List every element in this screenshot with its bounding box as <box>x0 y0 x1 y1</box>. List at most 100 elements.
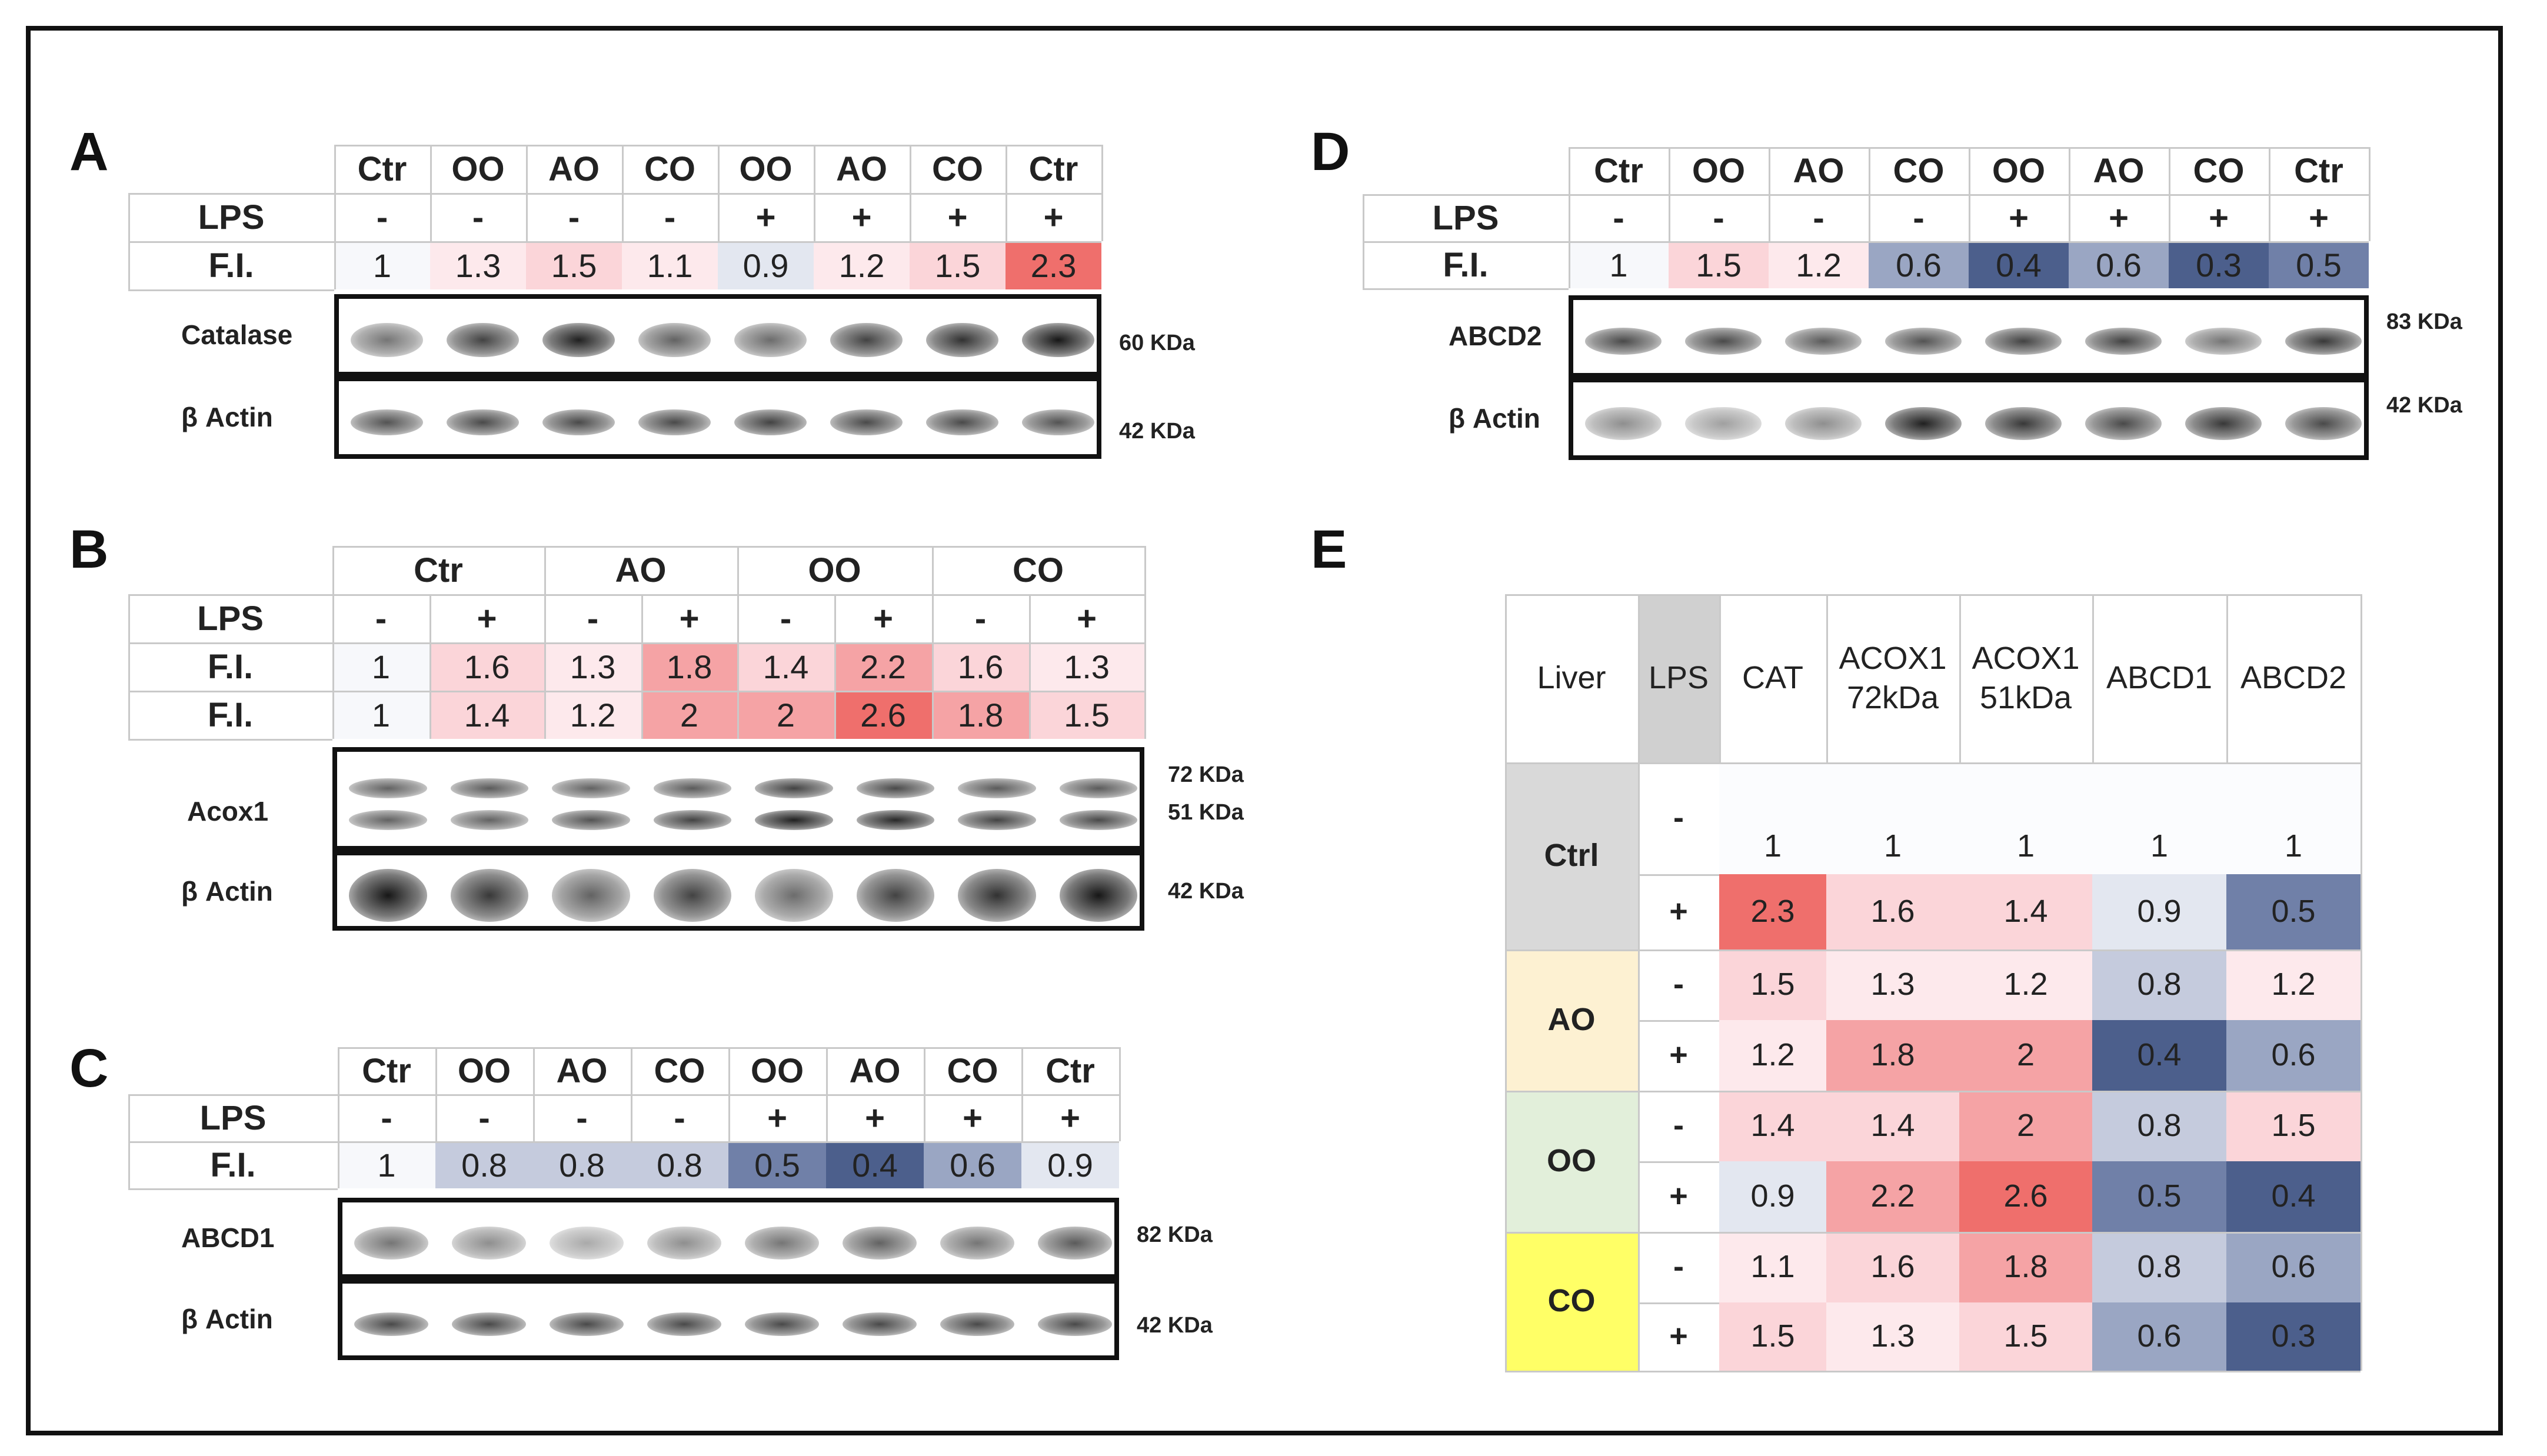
heatmap-cell: 2 <box>1959 1091 2092 1161</box>
molecular-weight-label: 82 KDa <box>1137 1222 1213 1247</box>
fi-value: 1.4 <box>737 642 834 691</box>
lps-row-label: LPS <box>198 198 265 236</box>
grid-line <box>128 289 334 291</box>
blot-band <box>552 810 630 830</box>
group-header: AO <box>615 551 667 589</box>
fi-value: 0.9 <box>1021 1141 1119 1188</box>
blot-band <box>1985 407 2062 440</box>
blot-band <box>2085 407 2162 440</box>
heatmap-cell: 0.6 <box>2226 1232 2360 1302</box>
blot-image <box>332 747 1144 851</box>
grid-line <box>1363 241 2369 243</box>
grid-line <box>1638 1020 1719 1022</box>
blot-band <box>550 1312 624 1336</box>
lps-sign: - <box>1673 800 1684 836</box>
group-header: CO <box>1013 551 1064 589</box>
lane-group-label: OO <box>451 149 505 188</box>
blot-band <box>653 778 731 798</box>
fi-value: 0.3 <box>2169 241 2269 288</box>
fi-value: 0.8 <box>631 1141 728 1188</box>
blot-band <box>958 810 1036 830</box>
lps-sign: - <box>780 599 792 638</box>
heatmap-cell: 1 <box>1719 762 1826 874</box>
heatmap-cell: 1.3 <box>1826 949 1959 1020</box>
blot-band <box>926 323 998 357</box>
heatmap-cell: 0.6 <box>2226 1020 2360 1091</box>
blot-band <box>653 810 731 830</box>
fi-value: 1.1 <box>622 241 718 289</box>
heatmap-cell: 1 <box>2226 762 2360 874</box>
lps-sign: - <box>1813 198 1824 237</box>
grid-line <box>1505 1091 2360 1092</box>
fi-value: 1.2 <box>814 241 910 289</box>
grid-line <box>910 145 911 241</box>
figure-border <box>26 26 2503 1435</box>
blot-row-label: Catalase <box>181 319 293 350</box>
grid-line <box>1021 1047 1023 1141</box>
grid-line <box>1101 145 1103 241</box>
heatmap-cell: 1.5 <box>1719 1302 1826 1371</box>
blot-image <box>334 294 1101 377</box>
lps-row-label: LPS <box>197 599 264 638</box>
blot-row-label: β Actin <box>181 402 273 432</box>
lps-sign: - <box>674 1098 685 1137</box>
fi-value: 1.3 <box>1029 642 1144 691</box>
heatmap-cell: 1.5 <box>1719 949 1826 1020</box>
grid-line <box>737 594 739 739</box>
lane-group-label: Ctr <box>1028 149 1078 188</box>
blot-band <box>1059 869 1137 922</box>
blot-band <box>552 778 630 798</box>
grid-line <box>1029 594 1031 739</box>
blot-band <box>354 1227 428 1260</box>
grid-line <box>924 1047 925 1141</box>
grid-line <box>826 1047 828 1141</box>
blot-band <box>1885 407 1962 440</box>
lps-row-label: LPS <box>199 1098 267 1137</box>
heatmap-cell: 0.9 <box>1719 1161 1826 1232</box>
panel-label-c: C <box>69 1038 109 1098</box>
fi-value: 0.9 <box>718 241 814 289</box>
fi-value: 2.3 <box>1006 241 1101 289</box>
heatmap-cell: 0.8 <box>2092 949 2226 1020</box>
heatmap-cell: 1 <box>1959 762 2092 874</box>
grid-line <box>533 1047 535 1141</box>
lps-sign: + <box>2209 198 2229 237</box>
molecular-weight-label: 51 KDa <box>1168 800 1244 825</box>
lane-group-label: CO <box>947 1051 998 1090</box>
fi-value: 1.8 <box>932 691 1029 739</box>
lps-sign: - <box>664 198 676 236</box>
lps-sign: - <box>1673 1108 1684 1144</box>
fi-value: 1.4 <box>430 691 544 739</box>
panel-label-a: A <box>69 122 109 182</box>
fi-value: 1 <box>1569 241 1669 288</box>
blot-band <box>926 409 998 435</box>
fi-value: 0.4 <box>826 1141 924 1188</box>
lane-group-label: AO <box>2093 151 2145 190</box>
lane-group-label: OO <box>457 1051 511 1090</box>
heatmap-cell: 0.5 <box>2226 874 2360 949</box>
grid-line <box>2269 147 2270 241</box>
fi-value: 1.5 <box>1029 691 1144 739</box>
fi-value: 2 <box>641 691 737 739</box>
blot-band <box>2185 328 2262 355</box>
blot-band <box>734 323 807 357</box>
panel-label-d: D <box>1311 122 1350 182</box>
fi-value: 1.5 <box>910 241 1006 289</box>
heatmap-cell: 0.9 <box>2092 874 2226 949</box>
fi-value: 1 <box>332 691 430 739</box>
grid-line <box>1638 594 1640 1371</box>
grid-line <box>932 546 934 594</box>
group-header: OO <box>808 551 861 589</box>
blot-band <box>351 409 423 435</box>
blot-band <box>450 810 528 830</box>
lane-group-label: AO <box>849 1051 901 1090</box>
molecular-weight-label: 72 KDa <box>1168 762 1244 787</box>
lps-sign: - <box>1613 198 1624 237</box>
lane-group-label: CO <box>644 149 695 188</box>
fi-value: 1.8 <box>641 642 737 691</box>
heatmap-cell: 1.8 <box>1959 1232 2092 1302</box>
heatmap-cell: 1.2 <box>1719 1020 1826 1091</box>
grid-line <box>1505 594 2360 596</box>
grid-line <box>1505 1371 2360 1372</box>
blot-band <box>653 869 731 922</box>
